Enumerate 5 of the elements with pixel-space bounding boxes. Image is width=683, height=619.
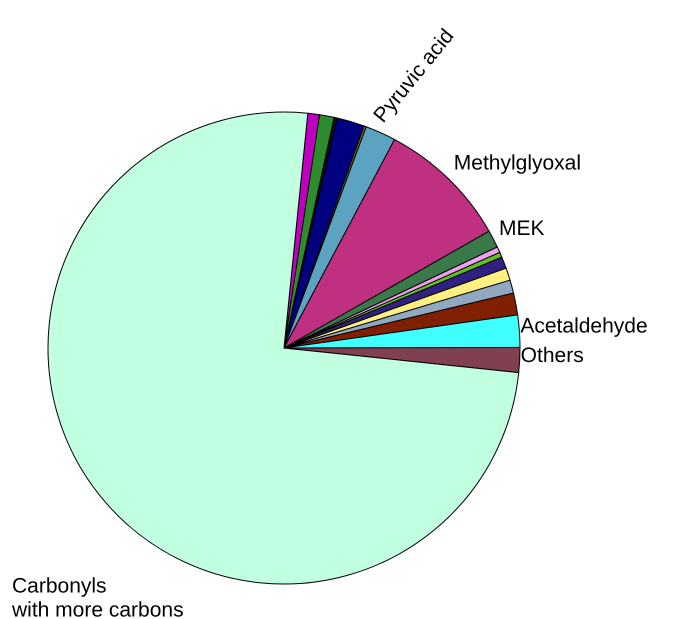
slice-label: Methylglyoxal <box>454 152 582 175</box>
slice-label: Others <box>520 344 584 368</box>
slice-label: Carbonyls with more carbons <box>11 574 184 619</box>
slice-label: Acetaldehyde <box>520 314 648 338</box>
slice-label: MEK <box>498 217 544 240</box>
